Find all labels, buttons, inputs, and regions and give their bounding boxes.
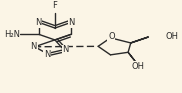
Text: F: F xyxy=(53,1,57,10)
Polygon shape xyxy=(131,37,148,43)
Polygon shape xyxy=(128,52,135,61)
Text: N: N xyxy=(31,42,37,51)
Text: N: N xyxy=(35,18,41,27)
Text: OH: OH xyxy=(165,32,178,41)
Text: OH: OH xyxy=(131,62,144,71)
Text: H₂N: H₂N xyxy=(4,30,20,39)
Text: N: N xyxy=(68,18,75,27)
Text: O: O xyxy=(108,32,115,41)
Text: N: N xyxy=(44,50,50,59)
Text: N: N xyxy=(62,45,69,54)
